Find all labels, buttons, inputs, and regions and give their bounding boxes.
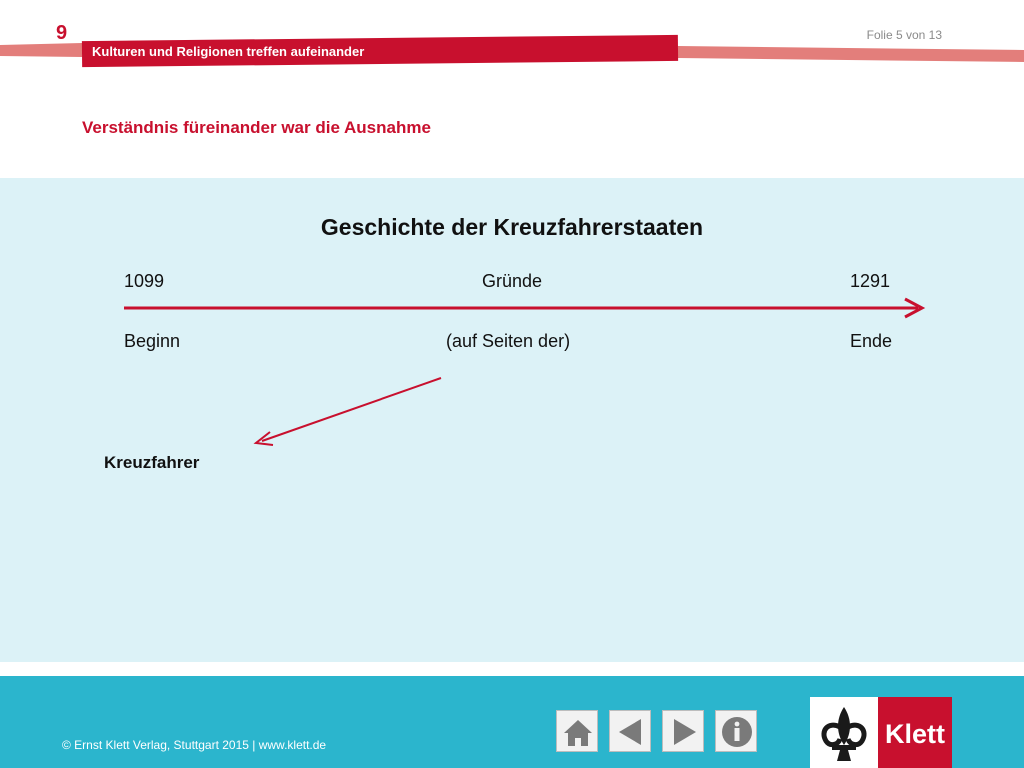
next-arrow-icon bbox=[674, 719, 696, 745]
timeline-end-label: Ende bbox=[850, 331, 893, 351]
branch-arrow-head bbox=[253, 431, 274, 446]
klett-logo: Klett bbox=[810, 697, 952, 768]
previous-button[interactable] bbox=[609, 710, 651, 752]
chapter-title: Kulturen und Religionen treffen aufeinan… bbox=[92, 44, 365, 59]
branch-label-kreuzfahrer: Kreuzfahrer bbox=[104, 453, 200, 472]
klett-wordmark: Klett bbox=[885, 719, 945, 749]
timeline-end-year: 1291 bbox=[850, 271, 891, 291]
info-icon bbox=[722, 717, 752, 747]
home-button[interactable] bbox=[556, 710, 598, 752]
timeline-start-label: Beginn bbox=[124, 331, 181, 351]
timeline-start-year: 1099 bbox=[124, 271, 165, 291]
klett-emblem bbox=[810, 697, 878, 768]
timeline-center-top: Gründe bbox=[482, 271, 543, 291]
header-line bbox=[0, 43, 1024, 62]
timeline-center-bottom: (auf Seiten der) bbox=[446, 331, 571, 351]
timeline-arrow-head bbox=[904, 297, 926, 319]
content-panel bbox=[0, 178, 1024, 662]
fleur-de-lis-icon bbox=[821, 707, 867, 761]
info-button[interactable] bbox=[715, 710, 757, 752]
slide-title: Geschichte der Kreuzfahrerstaaten bbox=[320, 214, 704, 240]
klett-wordmark-box: Klett bbox=[878, 697, 952, 768]
slide-counter: Folie 5 von 13 bbox=[866, 28, 942, 42]
home-icon bbox=[564, 720, 592, 746]
copyright-text: © Ernst Klett Verlag, Stuttgart 2015 | w… bbox=[62, 738, 327, 752]
branch-arrow-line bbox=[261, 377, 442, 442]
chapter-number: 9 bbox=[56, 22, 68, 44]
next-button[interactable] bbox=[662, 710, 704, 752]
section-heading: Verständnis füreinander war die Ausnahme bbox=[82, 118, 431, 137]
previous-arrow-icon bbox=[619, 719, 641, 745]
